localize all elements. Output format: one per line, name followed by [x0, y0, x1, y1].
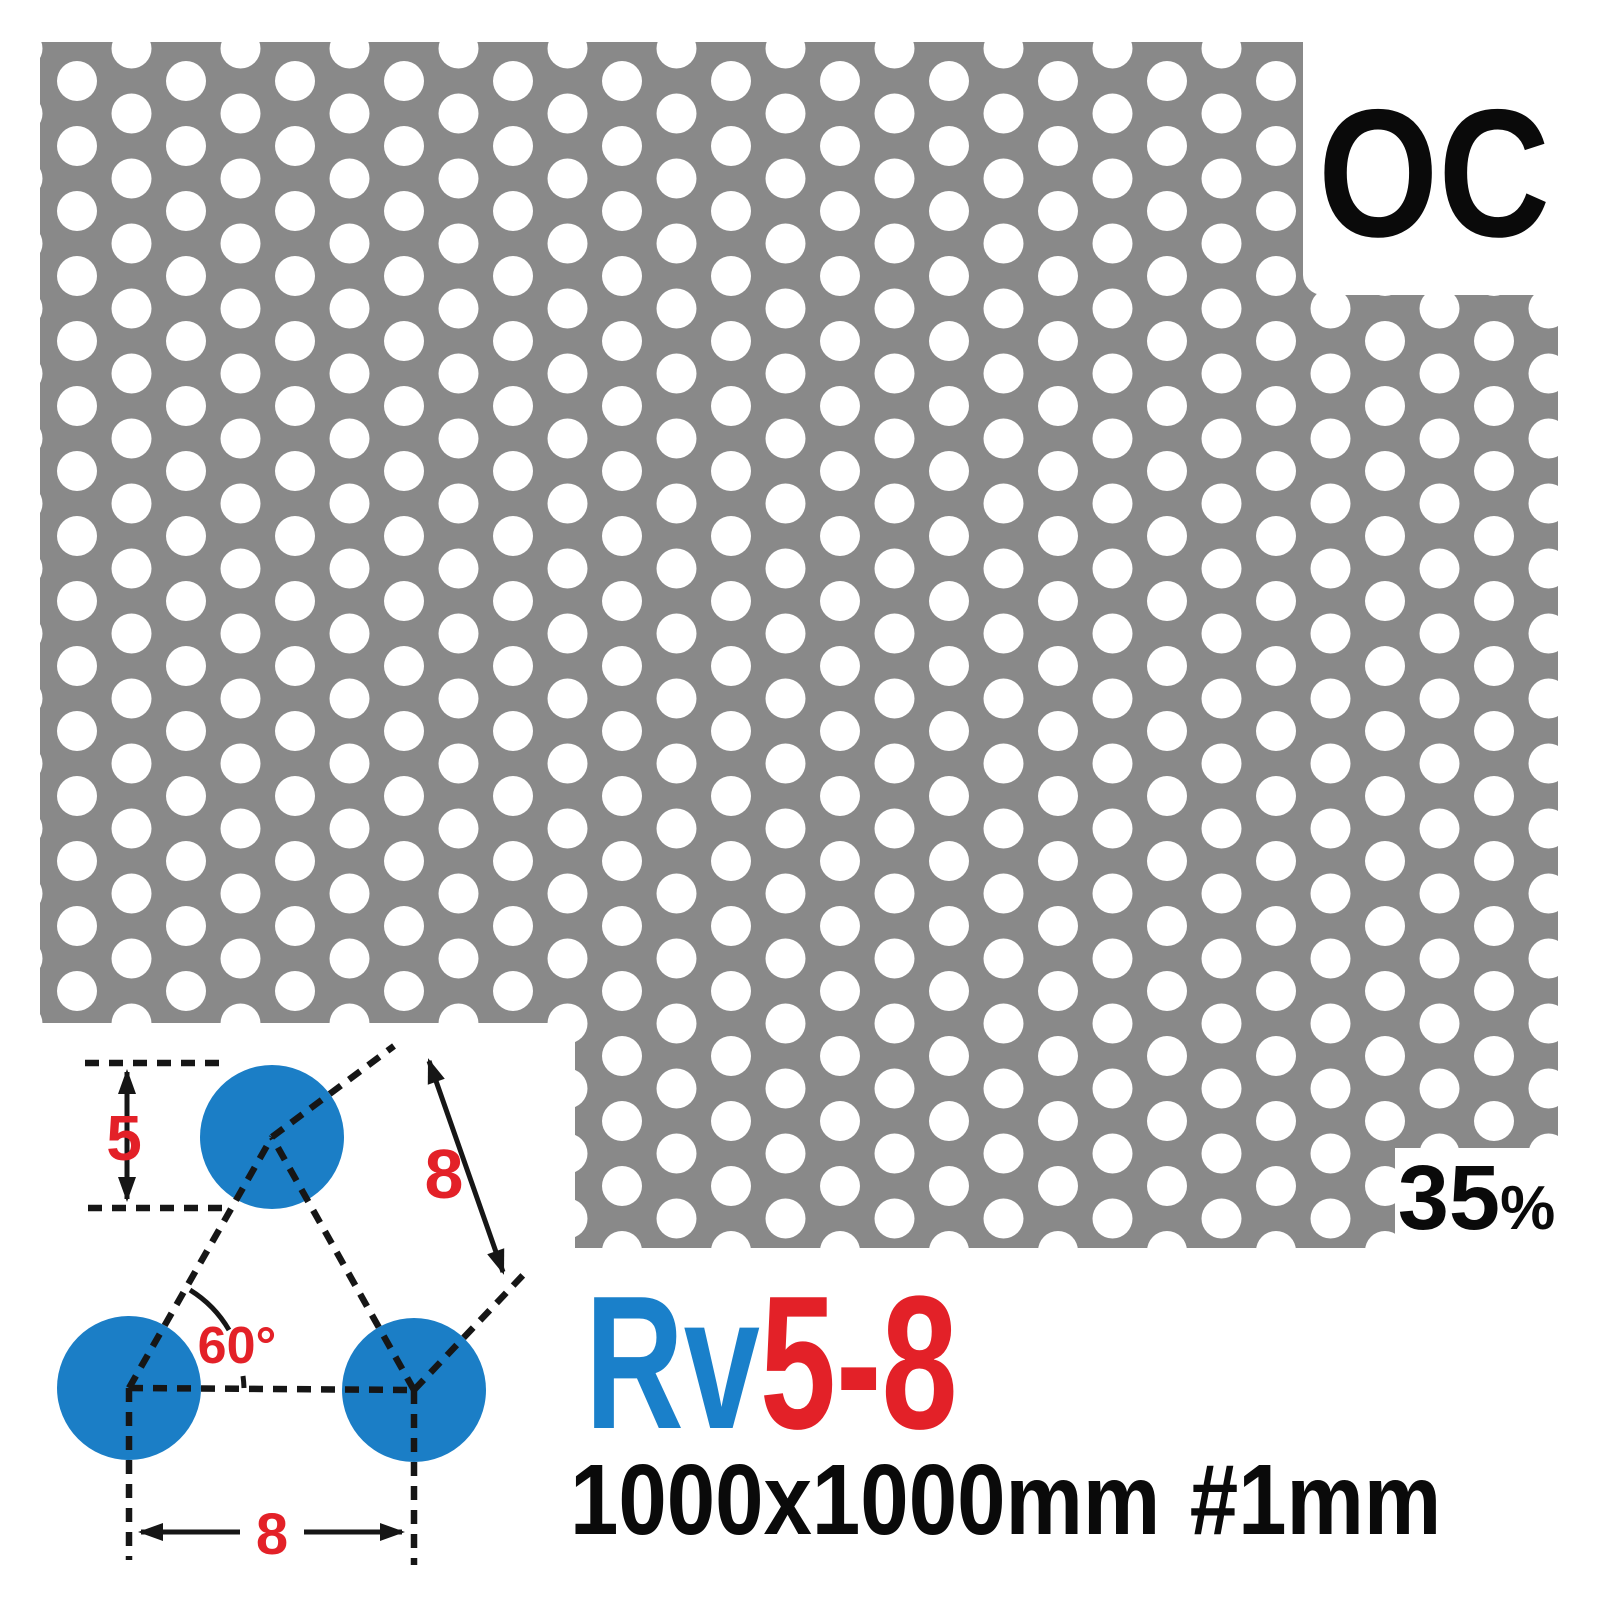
product-code: Rv5-8	[585, 1268, 1103, 1458]
hole-pattern-diagram: 5 8 60° 8	[57, 1043, 529, 1567]
material-label: OC	[1318, 82, 1591, 264]
material-label-text: OC	[1318, 71, 1551, 275]
horizontal-pitch-label: 8	[256, 1502, 288, 1567]
angle-arc-tick	[240, 1375, 247, 1389]
diagonal-pitch-label: 8	[425, 1135, 464, 1213]
sheet-size: 1000x1000mm	[570, 1444, 1161, 1556]
dimension-labels: 5 8 60° 8	[106, 1102, 463, 1567]
product-code-series: Rv	[585, 1257, 760, 1469]
construction-lines	[85, 1043, 529, 1565]
dimension-arrows	[118, 1058, 506, 1541]
product-code-spec: 5-8	[759, 1257, 958, 1469]
sheet-shape	[40, 42, 1558, 1248]
angle-label: 60°	[198, 1317, 277, 1375]
percent-sign: %	[1500, 1174, 1556, 1243]
open-area-label: 35%	[1395, 1148, 1558, 1249]
sheet-thickness: #1mm	[1189, 1444, 1442, 1556]
angle-arc	[188, 1287, 232, 1332]
hole-diameter-label: 5	[106, 1102, 142, 1174]
size-spec: 1000x1000mm #1mm	[570, 1450, 1571, 1550]
open-area-value: 35	[1397, 1147, 1501, 1249]
